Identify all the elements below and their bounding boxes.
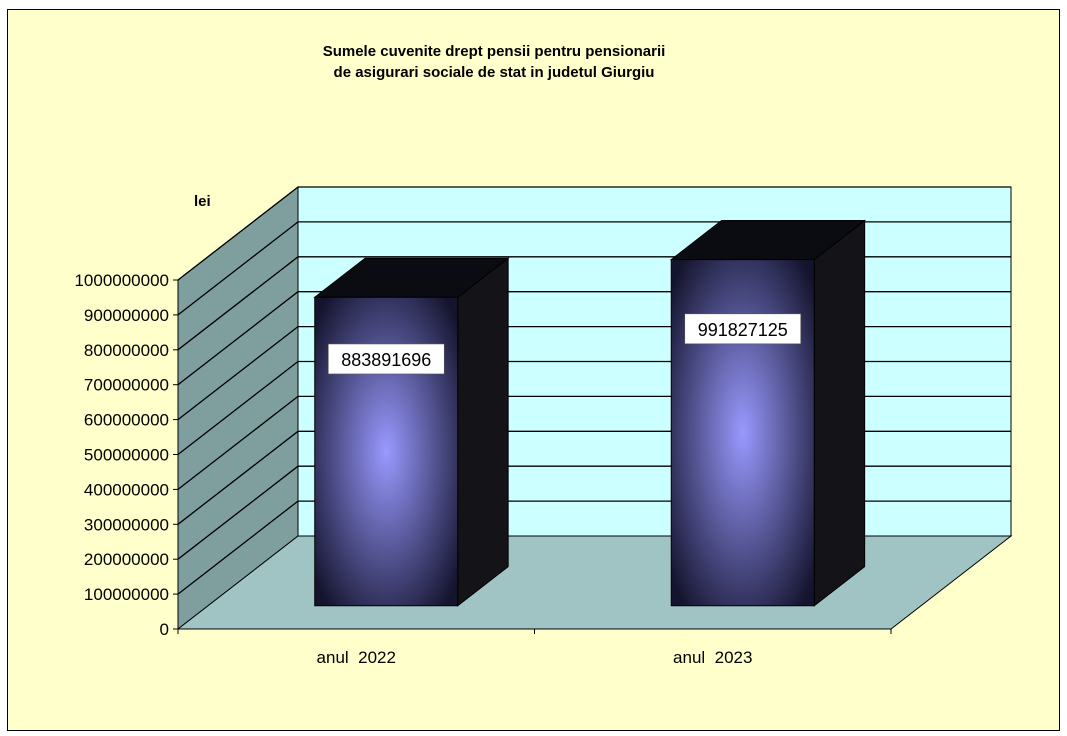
y-tick-label: 700000000 [84, 376, 169, 395]
y-tick-label: 400000000 [84, 480, 169, 499]
bar-chart-3d: Sumele cuvenite drept pensii pentru pens… [74, 43, 1013, 667]
x-category-label: anul 2022 [317, 648, 396, 667]
axes [173, 279, 892, 634]
data-label-1: 883891696 [327, 343, 445, 375]
y-axis-tick-labels: 0 100000000 200000000 300000000 400000000 500… [74, 271, 169, 639]
data-label-text: 991827125 [698, 320, 788, 340]
y-tick-label: 1000000000 [74, 271, 169, 290]
bar-front-face [670, 259, 815, 607]
data-label-box [684, 313, 802, 345]
x-category-label: anul 2023 [673, 648, 752, 667]
data-label-2: 991827125 [684, 313, 802, 345]
data-label-text: 883891696 [341, 350, 431, 370]
bar-side-face [813, 219, 866, 607]
y-tick-label: 100000000 [84, 585, 169, 604]
y-tick-label: 600000000 [84, 411, 169, 430]
y-tick-label: 0 [160, 620, 169, 639]
chart-title-line-2: de asigurari sociale de stat in judetul … [334, 64, 655, 81]
bar-front-face [314, 296, 459, 607]
y-tick-label: 300000000 [84, 515, 169, 534]
bar-1 [313, 257, 510, 607]
bar-side-face [457, 257, 509, 607]
data-label-box [327, 343, 445, 375]
chart-area: Sumele cuvenite drept pensii pentru pens… [7, 9, 1060, 731]
y-tick-label: 900000000 [84, 306, 169, 325]
y-tick-label: 200000000 [84, 550, 169, 569]
gridline [177, 186, 1011, 281]
floor [176, 535, 1013, 630]
y-tick-label: 500000000 [84, 446, 169, 465]
bar-2 [669, 219, 867, 607]
chart-title-line-1: Sumele cuvenite drept pensii pentru pens… [323, 43, 666, 60]
chart-walls [176, 185, 1013, 631]
y-tick-label: 800000000 [84, 341, 169, 360]
chart-title: Sumele cuvenite drept pensii pentru pens… [323, 43, 666, 81]
data-labels: 883891696 991827125 [327, 313, 802, 375]
y-axis-unit-label: lei [194, 193, 211, 210]
x-axis-category-labels: anul 2022 anul 2023 [317, 648, 753, 667]
